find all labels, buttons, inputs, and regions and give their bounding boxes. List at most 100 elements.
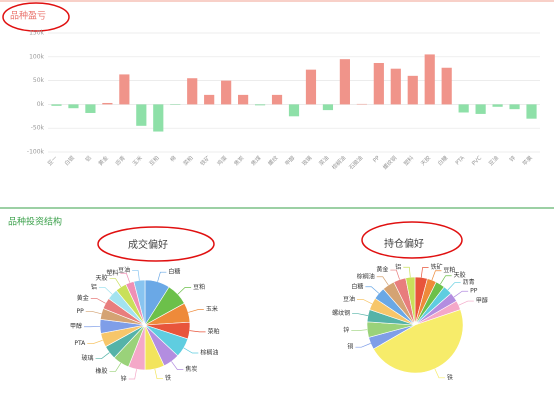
leader-line xyxy=(120,272,131,283)
bar xyxy=(356,103,367,105)
x-tick-label: PTA xyxy=(455,155,466,166)
leader-line xyxy=(351,329,368,332)
pie-label: 铁 xyxy=(165,374,171,382)
x-tick-label: 沥青 xyxy=(113,153,127,167)
bar xyxy=(170,104,181,105)
leader-line xyxy=(109,278,122,288)
leader-line xyxy=(85,310,102,315)
x-tick-label: 焦煤 xyxy=(249,153,263,167)
y-tick-label: -50k xyxy=(31,125,45,132)
pie-label: PP xyxy=(470,288,478,295)
bar xyxy=(492,104,503,107)
bar xyxy=(271,94,283,105)
pie-label: 白糖 xyxy=(351,282,363,290)
leader-line xyxy=(434,368,445,379)
leader-line xyxy=(440,275,452,285)
leader-line xyxy=(453,290,469,298)
leader-line xyxy=(183,347,199,354)
pie-label: 豆粕 xyxy=(193,283,205,291)
leader-line xyxy=(132,270,140,281)
pie-label: 天胶 xyxy=(96,274,108,282)
leader-line xyxy=(109,362,122,372)
leader-line xyxy=(356,298,373,305)
bar xyxy=(475,104,486,114)
x-tick-label: 豆一 xyxy=(46,154,59,167)
leader-line xyxy=(352,313,368,316)
pie-label: 铜 xyxy=(347,343,353,351)
leader-line xyxy=(157,271,167,282)
bar xyxy=(254,104,266,106)
pie-label: PP xyxy=(76,308,84,315)
pie-label: 黄金 xyxy=(376,266,388,274)
bar xyxy=(407,75,418,105)
pie-slice xyxy=(133,279,146,326)
x-tick-label: 鸡蛋 xyxy=(215,153,229,167)
y-tick-label: 50k xyxy=(33,77,45,84)
leader-line xyxy=(154,368,163,380)
leader-line xyxy=(87,339,103,344)
bar xyxy=(68,104,79,109)
pie-slice xyxy=(373,309,464,374)
bar xyxy=(322,104,334,111)
pie-label: 豆油 xyxy=(118,266,130,274)
pie-label: 锌 xyxy=(343,326,349,334)
bar xyxy=(441,67,452,105)
pie-label: 螺纹钢 xyxy=(332,309,350,317)
leader-line xyxy=(90,298,106,304)
x-tick-label: 棕榈油 xyxy=(330,153,348,171)
x-tick-label: 白糖 xyxy=(436,153,450,167)
pie-label: 锌 xyxy=(121,375,127,383)
x-tick-label: 螺纹钢 xyxy=(381,153,399,171)
x-tick-label: 豆粕 xyxy=(147,154,160,167)
pie-label: 铁 xyxy=(447,373,453,381)
x-tick-label: 黄金 xyxy=(96,153,110,167)
pie-label: 橡胶 xyxy=(96,367,108,375)
x-tick-label: 天胶 xyxy=(419,153,433,167)
leader-line xyxy=(431,270,442,281)
pie-label: 玉米 xyxy=(206,305,218,313)
x-tick-label: 棉 xyxy=(168,153,178,163)
bar xyxy=(509,104,520,110)
x-tick-label: 菜粕 xyxy=(181,154,194,167)
leader-line xyxy=(188,309,204,313)
x-tick-label: PP xyxy=(372,155,381,164)
bar xyxy=(458,104,469,113)
bar xyxy=(390,68,401,105)
pie-label: 甲醇 xyxy=(476,297,488,305)
x-tick-label: 铝 xyxy=(83,153,93,163)
leader-line xyxy=(376,276,389,286)
y-tick-label: 150k xyxy=(29,30,44,37)
leader-line xyxy=(365,286,380,294)
pie-title: 持仓偏好 xyxy=(384,237,424,250)
pie-label: 玻璃 xyxy=(82,354,94,362)
leader-line xyxy=(403,266,411,278)
bar xyxy=(526,104,537,119)
x-tick-label: 锌 xyxy=(507,153,517,163)
pie-label: 天胶 xyxy=(454,271,466,279)
x-tick-label: PVC xyxy=(471,155,483,167)
leader-line xyxy=(390,269,400,280)
bar xyxy=(221,80,232,105)
pie-label: 沥青 xyxy=(463,278,475,286)
pie-label: PTA xyxy=(74,340,86,347)
section-title: 品种盈亏 xyxy=(10,10,46,22)
x-tick-label: 菜油 xyxy=(317,153,331,167)
y-tick-label: -100k xyxy=(27,149,45,156)
x-tick-label: 焦炭 xyxy=(232,153,246,167)
bar xyxy=(238,94,249,105)
y-tick-label: 100k xyxy=(29,53,44,60)
x-tick-label: 豆油 xyxy=(487,153,501,167)
bar xyxy=(153,104,164,132)
section-title: 品种投资结构 xyxy=(8,216,62,228)
leader-line xyxy=(98,286,113,295)
bar xyxy=(85,104,96,113)
bar xyxy=(51,104,62,106)
pie-title: 成交偏好 xyxy=(128,238,168,251)
pie-label: 棕榈油 xyxy=(200,348,218,356)
leader-line xyxy=(189,330,206,333)
bar xyxy=(102,102,113,105)
x-tick-label: 玉米 xyxy=(130,153,144,167)
leader-line xyxy=(95,352,110,360)
bar xyxy=(136,104,147,126)
pie-label: 黄金 xyxy=(77,294,89,302)
